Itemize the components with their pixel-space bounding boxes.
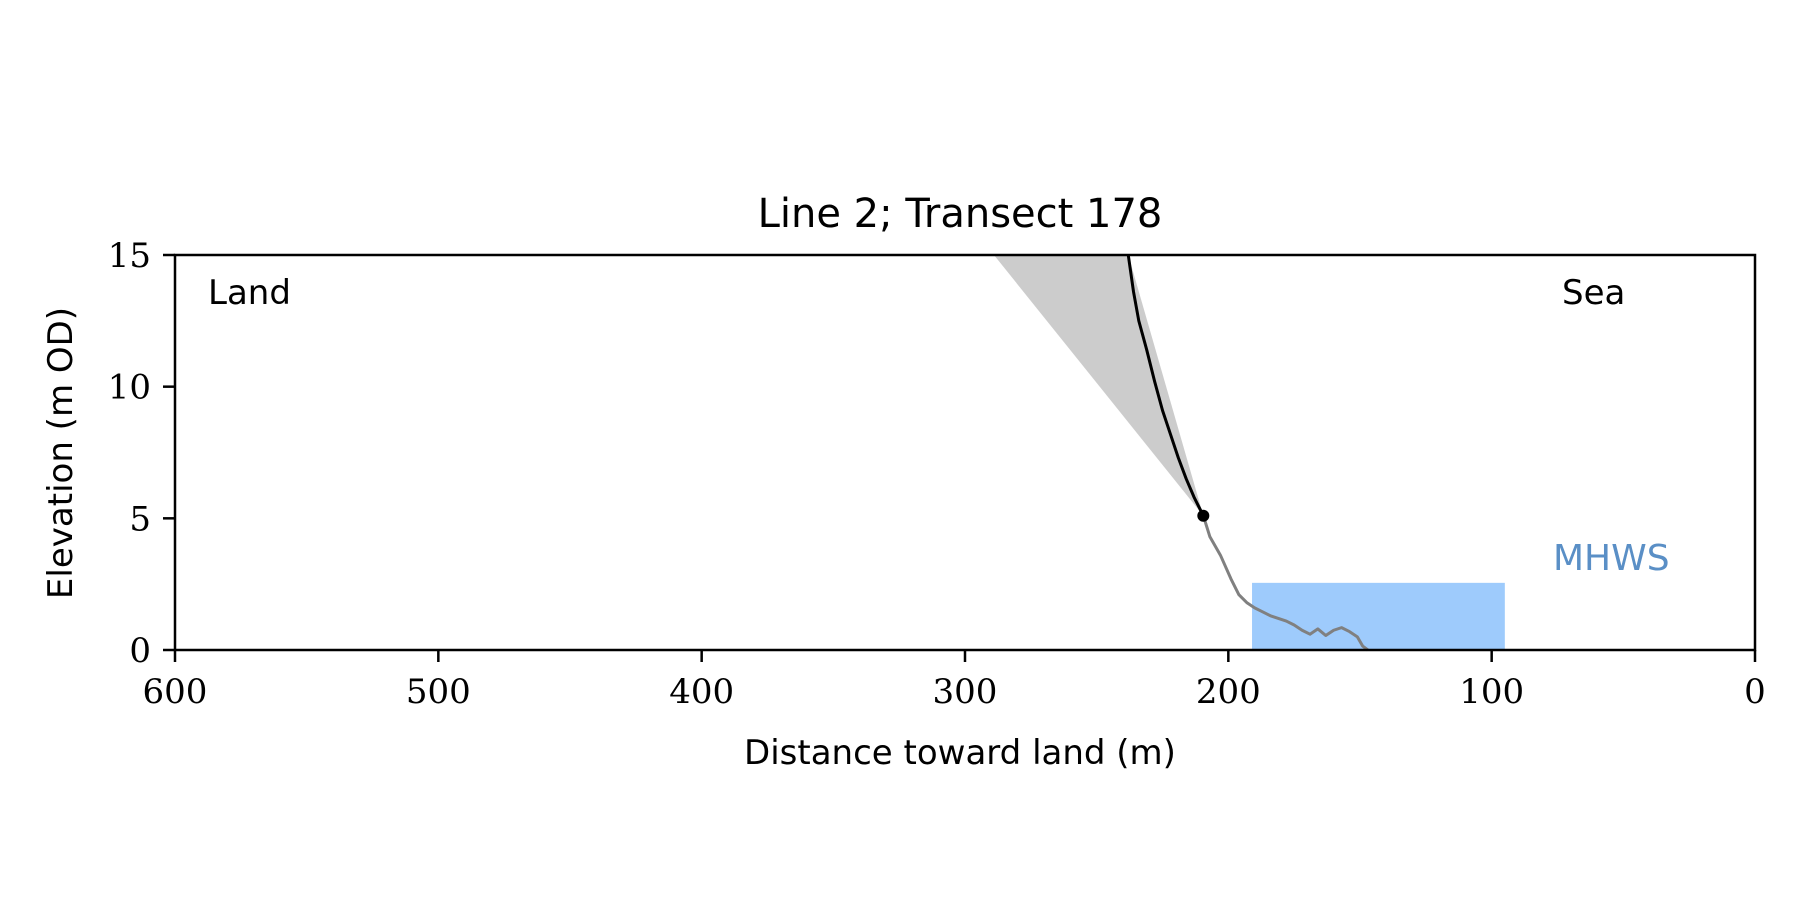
y-tick-label: 0	[129, 631, 151, 671]
chart-title: Line 2; Transect 178	[758, 191, 1163, 237]
x-tick-label: 200	[1196, 672, 1261, 712]
y-axis-label: Elevation (m OD)	[41, 307, 81, 599]
x-tick-label: 400	[669, 672, 734, 712]
y-tick-label: 15	[108, 236, 151, 276]
eroded-area	[993, 255, 1204, 516]
axes-frame	[173, 253, 1757, 652]
x-axis-label: Distance toward land (m)	[744, 733, 1176, 773]
x-axis: 600 500 400 300 200 100 0	[143, 650, 1766, 712]
x-tick-label: 500	[406, 672, 471, 712]
y-tick-label: 5	[129, 499, 151, 539]
mhws-label: MHWS	[1553, 538, 1670, 579]
x-tick-label: 600	[143, 672, 208, 712]
sea-label: Sea	[1562, 273, 1625, 313]
cliff-top-point	[1197, 509, 1210, 522]
cliff-profile-line	[1126, 254, 1205, 517]
y-tick-label: 10	[108, 368, 151, 408]
plot-area	[993, 254, 1505, 652]
y-axis: 0 5 10 15	[108, 236, 175, 671]
x-tick-label: 100	[1459, 672, 1524, 712]
land-label: Land	[208, 273, 291, 313]
water-area	[1252, 582, 1505, 650]
x-tick-label: 0	[1744, 672, 1766, 712]
x-tick-label: 300	[933, 672, 998, 712]
beach-profile-line	[1201, 515, 1369, 652]
